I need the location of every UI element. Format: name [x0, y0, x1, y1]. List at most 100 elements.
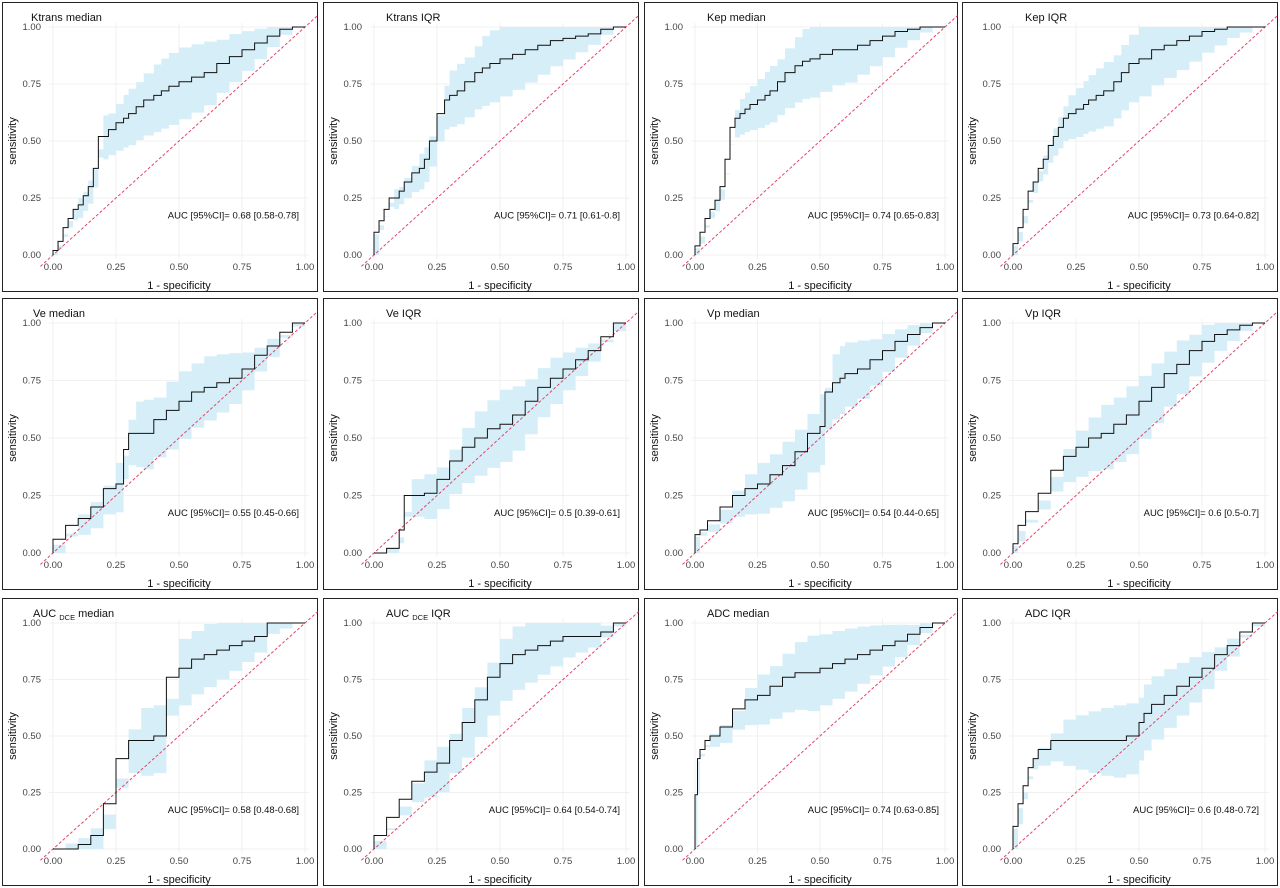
y-tick-label: 0.25: [665, 788, 684, 799]
y-tick-label: 0.25: [665, 193, 684, 204]
y-tick-label: 0.00: [983, 548, 1002, 559]
x-tick-label: 1.00: [617, 560, 636, 571]
y-tick-label: 0.50: [665, 433, 684, 444]
auc-annotation: AUC [95%CI]= 0.54 [0.44-0.65]: [808, 508, 939, 519]
x-tick-label: 0.75: [554, 856, 573, 867]
reference-diagonal: [682, 611, 958, 861]
x-tick-label: 0.50: [1130, 262, 1149, 273]
y-axis-label: sensitivity: [328, 414, 340, 462]
x-tick-label: 0.50: [491, 560, 510, 571]
x-axis-label: 1 - specificity: [1107, 280, 1171, 292]
y-tick-label: 1.00: [665, 618, 684, 629]
x-tick-label: 1.00: [936, 856, 955, 867]
y-tick-label: 0.00: [23, 250, 42, 261]
x-tick-label: 0.25: [748, 262, 767, 273]
y-axis-label: sensitivity: [328, 712, 340, 760]
roc-panel: 0.00 0.25 0.50 0.75 1.00 0.00 0.25 0.50 0.75 1.00…: [2, 298, 318, 590]
x-tick-label: 0.75: [873, 560, 892, 571]
panel-title: Kep median: [707, 12, 766, 24]
y-tick-label: 0.75: [665, 675, 684, 686]
panel-title: ADC IQR: [1025, 608, 1071, 620]
x-tick-label: 1.00: [936, 262, 955, 273]
y-tick-label: 0.25: [23, 788, 42, 799]
y-tick-label: 0.00: [344, 250, 363, 261]
roc-chart: 0.00 0.25 0.50 0.75 1.00 0.00 0.25 0.50 0.75 1.00…: [967, 608, 1278, 886]
panel-title: Ktrans median: [31, 12, 102, 24]
y-axis-label: sensitivity: [7, 414, 19, 462]
y-axis-label: sensitivity: [967, 712, 979, 760]
auc-annotation: AUC [95%CI]= 0.58 [0.48-0.68]: [168, 805, 299, 816]
panel-title: AUC DCE median: [33, 608, 114, 622]
y-tick-label: 0.25: [983, 491, 1002, 502]
roc-curve: [52, 26, 305, 255]
x-tick-label: 0.25: [107, 856, 126, 867]
y-axis-label: sensitivity: [7, 712, 19, 760]
x-tick-label: 0.00: [365, 856, 384, 867]
x-tick-label: 0.00: [686, 560, 705, 571]
x-tick-label: 0.75: [554, 560, 573, 571]
panel-title: Ve IQR: [386, 308, 422, 320]
x-axis-label: 1 - specificity: [788, 578, 852, 590]
roc-panel: 0.00 0.25 0.50 0.75 1.00 0.00 0.25 0.50 0.75 1.00…: [644, 2, 958, 292]
y-tick-label: 0.00: [665, 548, 684, 559]
x-axis-label: 1 - specificity: [147, 874, 211, 886]
y-tick-label: 1.00: [23, 318, 42, 329]
panel-title: AUC DCE IQR: [386, 608, 451, 622]
x-tick-label: 1.00: [936, 560, 955, 571]
confidence-band: [53, 27, 305, 255]
x-axis-label: 1 - specificity: [788, 874, 852, 886]
roc-chart: 0.00 0.25 0.50 0.75 1.00 0.00 0.25 0.50 0.75 1.00…: [649, 608, 958, 886]
x-tick-label: 1.00: [1256, 262, 1275, 273]
x-tick-label: 0.25: [748, 560, 767, 571]
reference-diagonal: [40, 611, 318, 861]
x-tick-label: 0.75: [233, 856, 252, 867]
roc-curve: [1012, 622, 1265, 849]
roc-curve: [373, 26, 626, 255]
roc-curve: [52, 322, 305, 553]
panel-title: Kep IQR: [1025, 12, 1067, 24]
y-tick-label: 0.50: [344, 136, 363, 147]
y-tick-label: 0.50: [344, 433, 363, 444]
x-tick-label: 0.25: [748, 856, 767, 867]
x-tick-label: 0.25: [1067, 262, 1086, 273]
y-tick-label: 0.25: [983, 193, 1002, 204]
roc-curve: [53, 622, 305, 850]
y-tick-label: 1.00: [665, 318, 684, 329]
y-tick-label: 0.50: [23, 136, 42, 147]
auc-annotation: AUC [95%CI]= 0.71 [0.61-0.8]: [494, 211, 620, 222]
x-tick-label: 0.75: [233, 560, 252, 571]
y-tick-label: 0.50: [665, 731, 684, 742]
y-tick-label: 1.00: [344, 318, 363, 329]
x-tick-label: 0.75: [873, 856, 892, 867]
x-axis-label: 1 - specificity: [468, 874, 532, 886]
y-axis-label: sensitivity: [328, 117, 340, 165]
y-tick-label: 1.00: [23, 618, 42, 629]
roc-panel: 0.00 0.25 0.50 0.75 1.00 0.00 0.25 0.50 0.75 1.00…: [323, 2, 639, 292]
x-tick-label: 0.50: [491, 262, 510, 273]
x-tick-label: 0.25: [107, 560, 126, 571]
y-tick-label: 0.00: [665, 844, 684, 855]
confidence-band: [695, 623, 945, 849]
x-tick-label: 1.00: [296, 856, 315, 867]
panel-title: Ktrans IQR: [386, 12, 440, 24]
x-tick-label: 0.75: [1193, 560, 1212, 571]
reference-diagonal: [682, 15, 958, 267]
reference-diagonal: [1000, 15, 1278, 267]
y-tick-label: 0.25: [344, 788, 363, 799]
x-axis-label: 1 - specificity: [468, 578, 532, 590]
roc-curve: [694, 622, 945, 849]
x-tick-label: 0.00: [686, 262, 705, 273]
y-tick-label: 0.50: [23, 731, 42, 742]
y-tick-label: 1.00: [983, 618, 1002, 629]
auc-annotation: AUC [95%CI]= 0.74 [0.65-0.83]: [808, 211, 939, 222]
roc-curve: [1012, 26, 1265, 255]
x-axis-label: 1 - specificity: [788, 280, 852, 292]
y-axis-label: sensitivity: [967, 414, 979, 462]
roc-chart: 0.00 0.25 0.50 0.75 1.00 0.00 0.25 0.50 0.75 1.00…: [328, 608, 639, 886]
x-tick-label: 1.00: [1256, 560, 1275, 571]
confidence-band: [374, 27, 626, 255]
y-tick-label: 0.00: [23, 548, 42, 559]
y-tick-label: 0.50: [983, 136, 1002, 147]
roc-chart: 0.00 0.25 0.50 0.75 1.00 0.00 0.25 0.50 0.75 1.00…: [967, 308, 1278, 590]
